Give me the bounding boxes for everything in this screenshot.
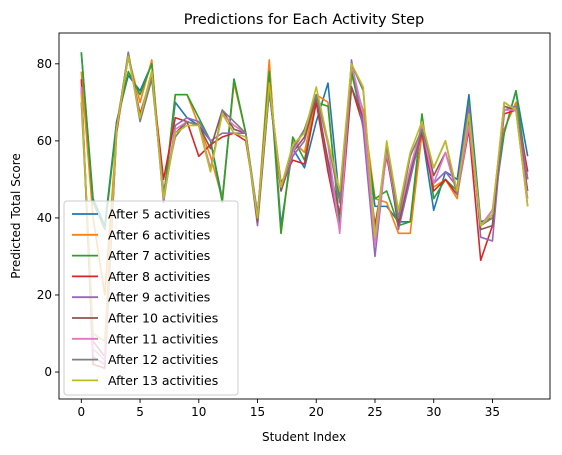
x-axis-label: Student Index bbox=[262, 430, 346, 444]
legend-label-2: After 6 activities bbox=[108, 227, 210, 242]
x-tick-label: 35 bbox=[485, 405, 500, 419]
y-tick-label: 60 bbox=[37, 134, 52, 148]
y-tick-label: 20 bbox=[37, 288, 52, 302]
legend-label-4: After 8 activities bbox=[108, 269, 210, 284]
plot-lines bbox=[80, 51, 529, 369]
x-tick-label: 0 bbox=[77, 405, 85, 419]
x-tick-label: 30 bbox=[426, 405, 441, 419]
y-tick-label: 0 bbox=[44, 365, 52, 379]
x-tick-label: 5 bbox=[136, 405, 144, 419]
legend-label-1: After 5 activities bbox=[108, 207, 210, 222]
legend-label-3: After 7 activities bbox=[108, 248, 210, 263]
y-axis-label: Predicted Total Score bbox=[9, 153, 23, 279]
legend: After 5 activities After 6 activities Afte… bbox=[63, 200, 239, 396]
chart-title: Predictions for Each Activity Step bbox=[184, 12, 424, 28]
y-tick-label: 80 bbox=[37, 57, 52, 71]
legend-box bbox=[63, 200, 239, 396]
x-axis: 0 5 10 15 20 25 30 35 bbox=[77, 399, 500, 419]
legend-label-7: After 11 activities bbox=[108, 331, 218, 346]
legend-label-6: After 10 activities bbox=[108, 311, 218, 326]
legend-label-9: After 13 activities bbox=[108, 373, 218, 388]
y-tick-label: 40 bbox=[37, 211, 52, 225]
x-tick-label: 15 bbox=[250, 405, 265, 419]
legend-label-5: After 9 activities bbox=[108, 290, 210, 305]
legend-label-8: After 12 activities bbox=[108, 352, 218, 367]
y-axis: 0 20 40 60 80 bbox=[37, 57, 59, 379]
series-line-9 bbox=[80, 55, 529, 343]
x-tick-label: 20 bbox=[309, 405, 324, 419]
x-tick-label: 10 bbox=[191, 405, 206, 419]
plot-frame bbox=[58, 32, 551, 400]
x-tick-label: 25 bbox=[367, 405, 382, 419]
